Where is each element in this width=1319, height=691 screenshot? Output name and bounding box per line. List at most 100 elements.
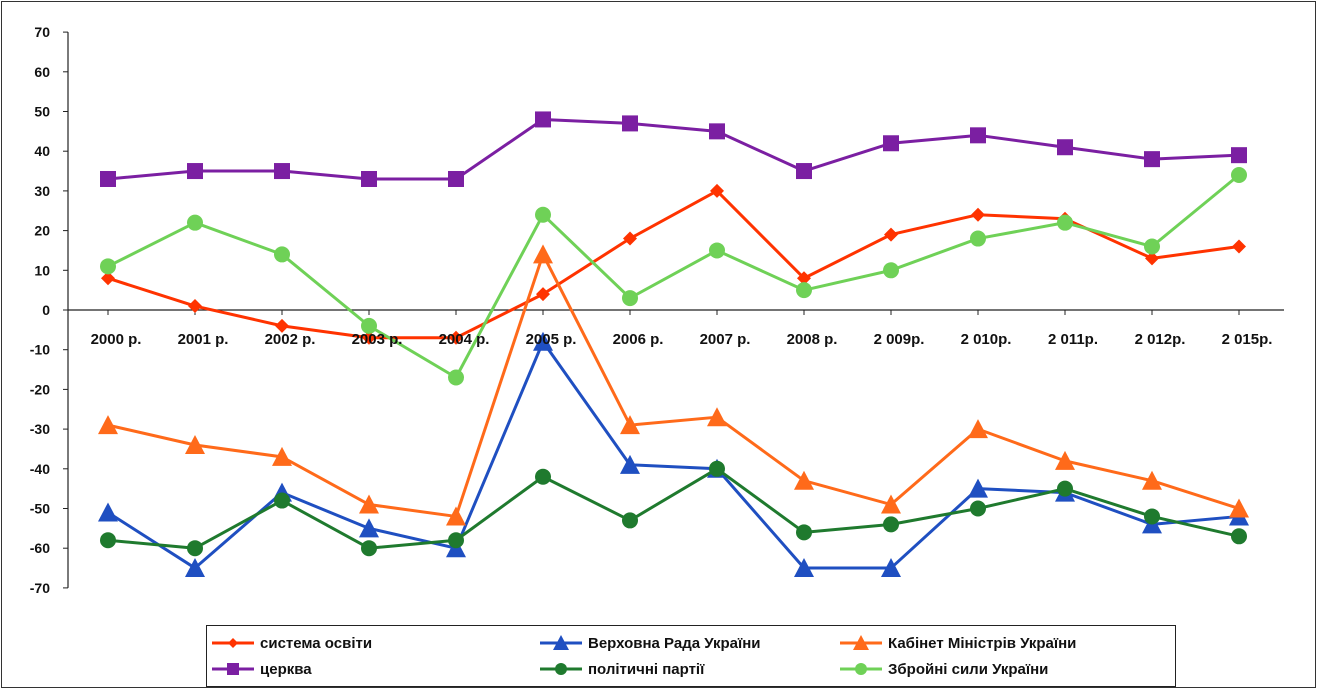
data-point [710, 183, 724, 198]
x-tick-label: 2007 р. [700, 331, 751, 348]
series-line [107, 467, 1240, 550]
data-point [533, 331, 553, 351]
data-point [187, 540, 203, 557]
data-point [100, 258, 116, 275]
legend-marker [855, 663, 867, 675]
data-point [1057, 139, 1073, 156]
data-point [362, 330, 376, 345]
data-point [884, 227, 898, 242]
legend: система освіти Верховна Рада України Кабін… [212, 635, 1076, 678]
data-point [620, 454, 640, 474]
x-tick-label: 2002 р. [265, 331, 316, 348]
series-6 [100, 167, 1247, 386]
data-point [359, 518, 379, 538]
y-tick-label: 70 [34, 24, 50, 40]
legend-marker [227, 663, 239, 675]
data-point [448, 369, 464, 386]
data-point [1145, 251, 1159, 266]
x-tick-label: 2 009р. [874, 331, 925, 348]
data-point [883, 262, 899, 279]
data-point [536, 287, 550, 302]
x-tick-label: 2005 р. [526, 331, 577, 348]
data-point [1144, 151, 1160, 168]
legend-marker [228, 638, 238, 648]
data-point [797, 271, 811, 286]
data-point [98, 415, 118, 435]
data-point [185, 558, 205, 578]
data-point [622, 512, 638, 529]
y-tick-label: -20 [30, 381, 50, 397]
y-tick-label: 10 [34, 262, 50, 278]
data-point [1232, 239, 1246, 254]
data-point [970, 500, 986, 517]
legend-label: політичні партії [588, 661, 705, 678]
data-point [794, 470, 814, 490]
data-point [535, 206, 551, 223]
data-point [881, 494, 901, 514]
data-point [1231, 167, 1247, 184]
data-point [1142, 470, 1162, 490]
data-point [448, 170, 464, 187]
data-point [1057, 214, 1073, 231]
y-tick-label: -50 [30, 501, 50, 517]
data-point [100, 170, 116, 187]
y-tick-label: 0 [42, 302, 50, 318]
data-point [361, 170, 377, 187]
y-tick-label: -60 [30, 540, 50, 556]
data-point [100, 532, 116, 549]
series-4 [100, 111, 1247, 187]
x-tick-label: 2004 р. [439, 331, 490, 348]
data-point [98, 502, 118, 522]
legend-item: політичні партії [540, 661, 705, 678]
x-tick-label: 2 011р. [1048, 331, 1098, 348]
legend-marker [553, 635, 569, 650]
series-line [107, 173, 1240, 379]
data-point [187, 163, 203, 180]
data-point [274, 492, 290, 509]
series-3 [98, 244, 1249, 526]
legend-item: церква [212, 661, 312, 678]
x-tick-label: 2 010р. [961, 331, 1012, 348]
data-point [1144, 508, 1160, 525]
data-point [1229, 498, 1249, 518]
series-line [107, 252, 1240, 518]
data-point [446, 506, 466, 526]
data-point [361, 540, 377, 557]
x-tick-label: 2008 р. [787, 331, 838, 348]
series-lines [98, 111, 1249, 578]
series-line [107, 189, 1240, 340]
y-tick-labels: 70 60 50 40 30 20 10 0 -10 -20 -30 -40 -50 -60 -70 [30, 24, 50, 596]
data-point [533, 244, 553, 264]
x-tick-label: 2006 р. [613, 331, 664, 348]
data-point [1057, 480, 1073, 497]
y-tick-label: -10 [30, 342, 50, 358]
data-point [970, 230, 986, 247]
y-tick-label: 30 [34, 183, 50, 199]
data-point [535, 111, 551, 128]
x-tick-label: 2000 р. [91, 331, 142, 348]
data-point [970, 127, 986, 144]
data-point [272, 446, 292, 466]
y-tick-label: -40 [30, 461, 50, 477]
legend-item: система освіти [212, 635, 372, 652]
data-point [275, 318, 289, 333]
y-tick-label: 40 [34, 143, 50, 159]
legend-item: Верховна Рада України [540, 635, 761, 652]
data-point [707, 407, 727, 427]
x-tick-label: 2003 р. [352, 331, 403, 348]
legend-item: Збройні сили України [840, 661, 1048, 678]
data-point [796, 282, 812, 299]
data-point [794, 558, 814, 578]
legend-label: система освіти [260, 635, 372, 652]
data-point [1055, 450, 1075, 470]
y-tick-label: 50 [34, 104, 50, 120]
data-point [188, 299, 202, 314]
data-point [1144, 238, 1160, 255]
series-5 [100, 460, 1247, 557]
data-point [883, 516, 899, 533]
data-point [101, 271, 115, 286]
data-point [709, 123, 725, 140]
legend-label: Кабінет Міністрів України [888, 635, 1076, 652]
data-point [448, 532, 464, 549]
